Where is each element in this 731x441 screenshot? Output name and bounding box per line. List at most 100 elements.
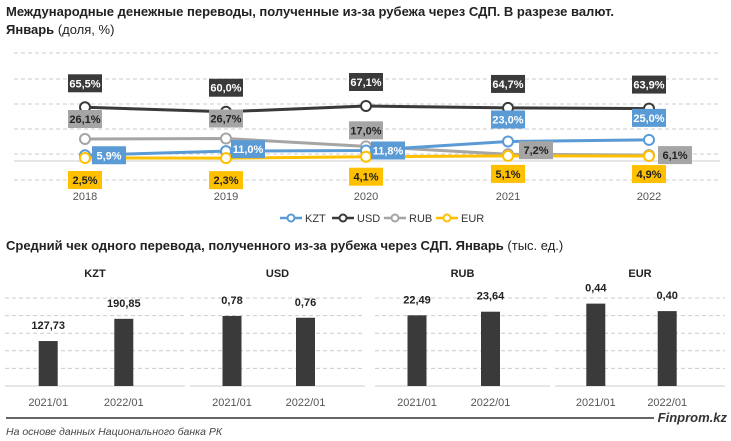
data-point-kzt <box>502 135 514 148</box>
data-label-kzt: 23,0% <box>492 114 523 126</box>
x-tick-label: 2021 <box>496 191 520 203</box>
data-point-eur <box>643 150 655 163</box>
bar-panel-kzt: KZT 127,73 2021/01 190,85 2022/01 <box>5 268 185 409</box>
data-label-kzt: 5,9% <box>96 150 121 162</box>
x-tick-label: 2021/01 <box>212 397 252 409</box>
bar <box>657 311 677 386</box>
legend-marker-kzt <box>286 213 296 223</box>
data-label-box <box>349 121 383 140</box>
data-label-rub: 7,2% <box>523 145 548 157</box>
line-chart-subtitle: Январь (доля, %) <box>6 22 114 37</box>
bar-value-label: 127,73 <box>31 320 65 332</box>
data-label-kzt: 11,0% <box>233 144 264 156</box>
bar-value-label: 190,85 <box>107 298 141 310</box>
data-point-rub <box>220 132 232 145</box>
data-label-kzt: 25,0% <box>633 113 664 125</box>
data-point-usd <box>360 100 372 112</box>
x-tick-label: 2021/01 <box>397 397 437 409</box>
source-note: На основе данных Национального банка РК <box>6 426 223 438</box>
legend-marker-eur <box>442 213 452 223</box>
data-label-box <box>209 171 243 190</box>
data-label-box <box>349 73 383 91</box>
data-label-box <box>632 165 666 184</box>
data-label-eur: 4,9% <box>636 169 661 181</box>
legend-label-rub: RUB <box>409 213 432 225</box>
data-point-rub <box>79 132 91 145</box>
data-label-box <box>92 146 126 165</box>
x-tick-label: 2021/01 <box>28 397 68 409</box>
x-tick-label: 2022/01 <box>104 397 144 409</box>
data-point-eur <box>360 150 372 163</box>
bar-title-unit: (тыс. ед.) <box>507 238 563 253</box>
data-label-box <box>209 109 243 128</box>
data-label-box <box>231 140 265 159</box>
data-label-box <box>349 167 383 186</box>
x-tick-label: 2022/01 <box>286 397 326 409</box>
bar <box>481 311 500 386</box>
data-label-usd: 60,0% <box>210 83 241 95</box>
data-label-kzt: 11,8% <box>373 146 404 158</box>
data-label-eur: 2,5% <box>72 175 97 187</box>
bar <box>38 341 58 386</box>
bar <box>222 315 242 386</box>
data-label-eur: 4,1% <box>353 172 378 184</box>
bar-value-label: 0,78 <box>221 295 242 307</box>
data-label-box <box>68 74 102 93</box>
x-tick-label: 2022 <box>637 191 661 203</box>
data-point-kzt <box>643 133 655 146</box>
data-label-rub: 26,7% <box>210 114 241 126</box>
bar <box>296 317 315 386</box>
panel-title: KZT <box>84 268 106 280</box>
bar-title-main: Средний чек одного перевода, полученного… <box>6 238 504 253</box>
data-point-eur <box>220 152 232 165</box>
data-label-box <box>68 109 102 128</box>
bar-value-label: 0,40 <box>656 290 677 302</box>
legend-label-kzt: KZT <box>305 213 326 225</box>
bar <box>407 315 427 386</box>
data-label-box <box>371 141 405 160</box>
bar-value-label: 22,49 <box>403 294 431 306</box>
bar-panel-rub: RUB 22,49 2021/01 23,64 2022/01 <box>375 268 550 409</box>
data-label-box <box>209 78 243 97</box>
data-label-box <box>658 146 692 165</box>
data-label-box <box>491 74 525 93</box>
data-label-box <box>632 108 666 127</box>
bar <box>586 303 606 386</box>
x-tick-label: 2021/01 <box>576 397 616 409</box>
data-label-rub: 26,1% <box>69 114 100 126</box>
data-label-eur: 2,3% <box>213 175 238 187</box>
data-label-box <box>519 141 553 160</box>
panel-title: USD <box>266 268 289 280</box>
x-tick-label: 2020 <box>354 191 378 203</box>
data-label-box <box>491 164 525 183</box>
data-label-usd: 67,1% <box>350 77 381 89</box>
x-tick-label: 2019 <box>214 191 238 203</box>
bar-chart-title: Средний чек одного перевода, полученного… <box>6 238 563 253</box>
data-label-rub: 17,0% <box>350 125 381 137</box>
bar-panel-usd: USD 0,78 2021/01 0,76 2022/01 <box>190 268 365 409</box>
bar-panel-eur: EUR 0,44 2021/01 0,40 2022/01 <box>555 268 725 409</box>
bar-value-label: 23,64 <box>477 291 505 303</box>
data-label-box <box>632 75 666 94</box>
subtitle-unit: (доля, %) <box>58 22 115 37</box>
subtitle-bold: Январь <box>6 22 54 37</box>
bar <box>114 318 134 386</box>
data-label-usd: 63,9% <box>633 80 664 92</box>
data-point-eur <box>502 149 514 162</box>
data-point-eur <box>79 151 91 164</box>
legend-marker-rub <box>390 213 400 223</box>
legend-label-usd: USD <box>357 213 380 225</box>
legend-label-eur: EUR <box>461 213 484 225</box>
panel-title: EUR <box>628 268 651 280</box>
x-tick-label: 2018 <box>73 191 97 203</box>
x-tick-label: 2022/01 <box>647 397 687 409</box>
data-label-box <box>68 170 102 189</box>
x-tick-label: 2022/01 <box>471 397 511 409</box>
data-label-rub: 6,1% <box>662 150 687 162</box>
brand-logo: Finprom.kz <box>658 410 728 425</box>
line-chart-title: Международные денежные переводы, получен… <box>6 4 614 19</box>
panel-title: RUB <box>451 268 475 280</box>
data-label-box <box>491 110 525 129</box>
